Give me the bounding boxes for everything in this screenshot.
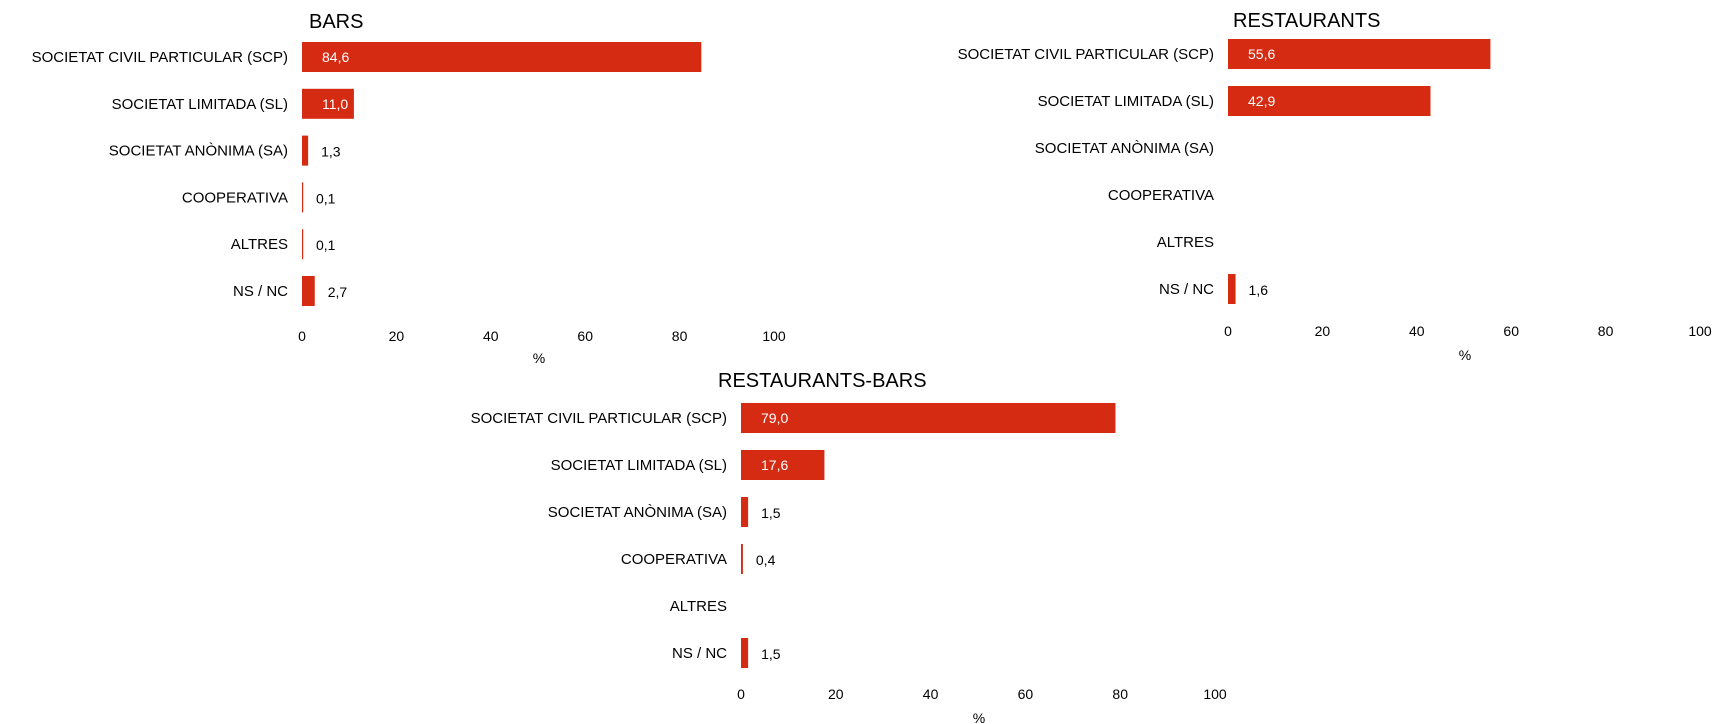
data-label: 17,6	[761, 457, 788, 473]
bar	[302, 135, 309, 166]
bar	[1228, 274, 1236, 304]
category-label: ALTRES	[670, 598, 727, 615]
bar	[302, 182, 304, 213]
bar	[302, 276, 315, 306]
category-label: ALTRES	[231, 236, 288, 253]
category-label: SOCIETAT ANÒNIMA (SA)	[1035, 140, 1214, 157]
data-label: 0,1	[316, 190, 336, 206]
category-label: SOCIETAT CIVIL PARTICULAR (SCP)	[32, 49, 288, 66]
x-tick-label: 100	[1203, 686, 1227, 702]
x-tick-label: 80	[1598, 323, 1614, 339]
bar	[1228, 39, 1491, 69]
bar	[302, 229, 304, 260]
data-label: 1,3	[321, 144, 341, 160]
data-label: 11,0	[322, 96, 348, 112]
x-tick-label: 80	[1112, 686, 1128, 702]
data-label: 1,6	[1249, 282, 1269, 298]
category-label: NS / NC	[233, 283, 288, 300]
category-label: SOCIETAT ANÒNIMA (SA)	[548, 504, 727, 521]
category-label: COOPERATIVA	[621, 551, 727, 568]
bar	[302, 42, 702, 72]
category-label: ALTRES	[1157, 234, 1214, 251]
chart-title: BARS	[309, 11, 363, 33]
x-axis-label: %	[973, 710, 985, 724]
category-label: SOCIETAT ANÒNIMA (SA)	[109, 143, 288, 160]
data-label: 1,5	[761, 646, 781, 662]
x-tick-label: 40	[923, 686, 939, 702]
category-label: SOCIETAT LIMITADA (SL)	[1038, 93, 1214, 110]
bar	[741, 403, 1116, 433]
x-tick-label: 20	[828, 686, 844, 702]
data-label: 1,5	[761, 505, 781, 521]
x-tick-label: 40	[1409, 323, 1425, 339]
category-label: SOCIETAT LIMITADA (SL)	[112, 96, 288, 113]
bar	[741, 544, 743, 574]
data-label: 0,1	[316, 237, 336, 253]
x-tick-label: 20	[389, 328, 405, 344]
data-label: 0,4	[756, 552, 776, 568]
category-label: NS / NC	[1159, 281, 1214, 298]
x-tick-label: 40	[483, 328, 499, 344]
x-tick-label: 0	[737, 686, 745, 702]
category-label: SOCIETAT LIMITADA (SL)	[551, 457, 727, 474]
bar	[1228, 86, 1431, 116]
chart-title: RESTAURANTS-BARS	[718, 370, 927, 392]
x-tick-label: 60	[577, 328, 593, 344]
x-axis-label: %	[533, 350, 545, 366]
data-label: 79,0	[761, 410, 788, 426]
x-tick-label: 0	[298, 328, 306, 344]
data-label: 42,9	[1248, 93, 1275, 109]
x-tick-label: 60	[1018, 686, 1034, 702]
bar	[741, 497, 749, 527]
x-tick-label: 60	[1503, 323, 1519, 339]
category-label: NS / NC	[672, 645, 727, 662]
bar	[302, 88, 354, 119]
bar	[741, 450, 825, 480]
x-tick-label: 0	[1224, 323, 1232, 339]
x-tick-label: 20	[1315, 323, 1331, 339]
x-tick-label: 100	[1688, 323, 1712, 339]
data-label: 84,6	[322, 49, 349, 65]
category-label: COOPERATIVA	[182, 189, 288, 206]
category-label: COOPERATIVA	[1108, 187, 1214, 204]
category-label: SOCIETAT CIVIL PARTICULAR (SCP)	[471, 410, 727, 427]
x-tick-label: 80	[672, 328, 688, 344]
x-axis-label: %	[1459, 347, 1471, 363]
category-label: SOCIETAT CIVIL PARTICULAR (SCP)	[958, 46, 1214, 63]
x-tick-label: 100	[762, 328, 786, 344]
data-label: 55,6	[1248, 46, 1275, 62]
bar	[741, 638, 749, 668]
data-label: 2,7	[328, 284, 348, 300]
chart-title: RESTAURANTS	[1233, 10, 1380, 32]
